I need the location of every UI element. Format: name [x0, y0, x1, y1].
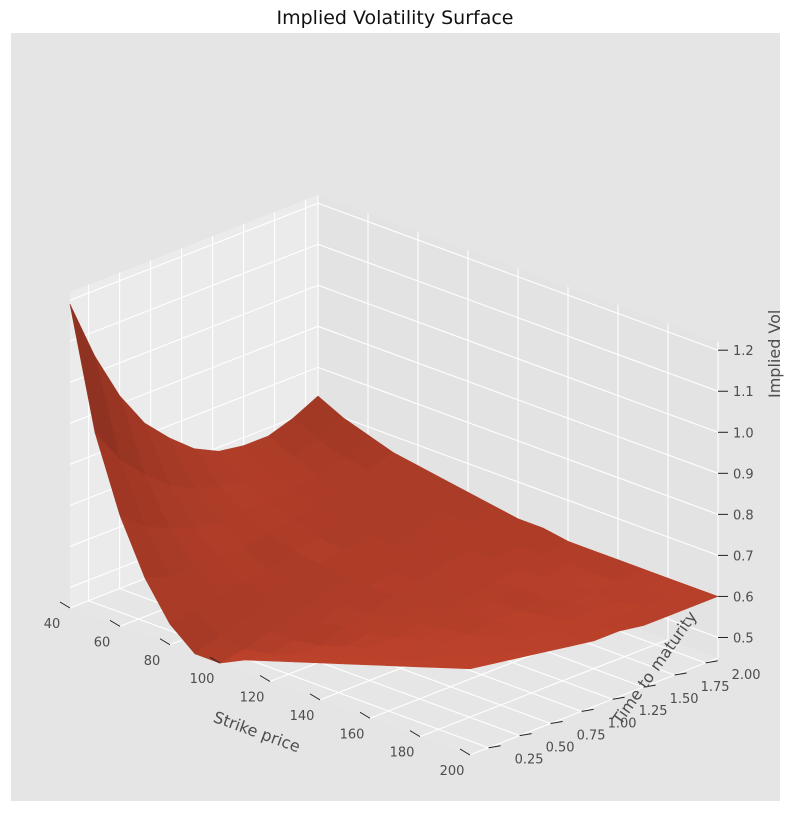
y-tick-mark	[581, 708, 594, 712]
x-tick-label: 60	[94, 635, 111, 650]
y-tick-mark	[550, 720, 563, 724]
y-tick-label: 0.25	[515, 753, 544, 768]
z-gridline-back	[317, 284, 719, 433]
y-tick-mark	[674, 672, 687, 676]
y-tick-mark	[488, 745, 501, 749]
x-tick-label: 80	[144, 654, 161, 669]
y-tick-label: 1.25	[639, 704, 668, 719]
volatility-surface	[69, 303, 719, 670]
y-tick-mark	[612, 696, 625, 700]
x-tick-label: 140	[290, 709, 315, 724]
y-tick-mark	[705, 660, 718, 664]
z-gridline-back	[317, 407, 719, 556]
x-tick-label: 200	[440, 764, 465, 779]
z-tick-label: 1.0	[733, 426, 754, 441]
x-tick-label: 160	[340, 727, 365, 742]
z-gridline-left	[69, 243, 319, 342]
z-tick-label: 0.7	[733, 549, 754, 564]
x-tick-mark	[59, 601, 71, 609]
z-gridline-back	[317, 325, 719, 474]
z-tick-label: 0.8	[733, 508, 754, 523]
y-tick-label: 0.75	[577, 728, 606, 743]
x-gridline-floor	[419, 639, 669, 738]
z-gridline-left	[69, 202, 319, 301]
x-tick-mark	[159, 638, 171, 646]
x-tick-label: 40	[44, 617, 61, 632]
x-tick-mark	[359, 711, 371, 719]
x-tick-mark	[209, 656, 221, 664]
z-gridline-back	[317, 202, 719, 351]
y-tick-mark	[643, 684, 656, 688]
axis-ticks: 4060801001201401601802000.250.500.751.00…	[44, 344, 761, 779]
x-tick-mark	[109, 619, 121, 627]
z-gridline-back	[317, 366, 719, 515]
y-tick-mark	[519, 733, 532, 737]
z-tick-label: 0.9	[733, 467, 754, 482]
z-tick-label: 0.5	[733, 631, 754, 646]
z-tick-label: 1.1	[733, 385, 754, 400]
y-tick-label: 1.50	[670, 692, 699, 707]
x-tick-label: 120	[240, 691, 265, 706]
z-gridline-back	[317, 243, 719, 392]
z-tick-label: 0.6	[733, 590, 754, 605]
surface-patch	[444, 661, 496, 670]
x-tick-mark	[259, 675, 271, 682]
x-tick-label: 180	[390, 746, 415, 761]
x-tick-mark	[409, 730, 421, 738]
chart-title: Implied Volatility Surface	[277, 7, 514, 29]
y-tick-label: 0.50	[546, 741, 575, 756]
z-tick-label: 1.2	[733, 344, 754, 359]
z-gridline-left	[69, 284, 319, 383]
y-tick-label: 2.00	[732, 668, 761, 683]
x-tick-mark	[309, 693, 321, 701]
y-tick-label: 1.00	[608, 716, 637, 731]
x-tick-mark	[459, 748, 471, 756]
y-tick-label: 1.75	[701, 680, 730, 695]
y-gridline-floor	[88, 600, 489, 749]
x-tick-label: 100	[190, 672, 215, 687]
z-axis-label: Implied Vol	[765, 310, 784, 398]
